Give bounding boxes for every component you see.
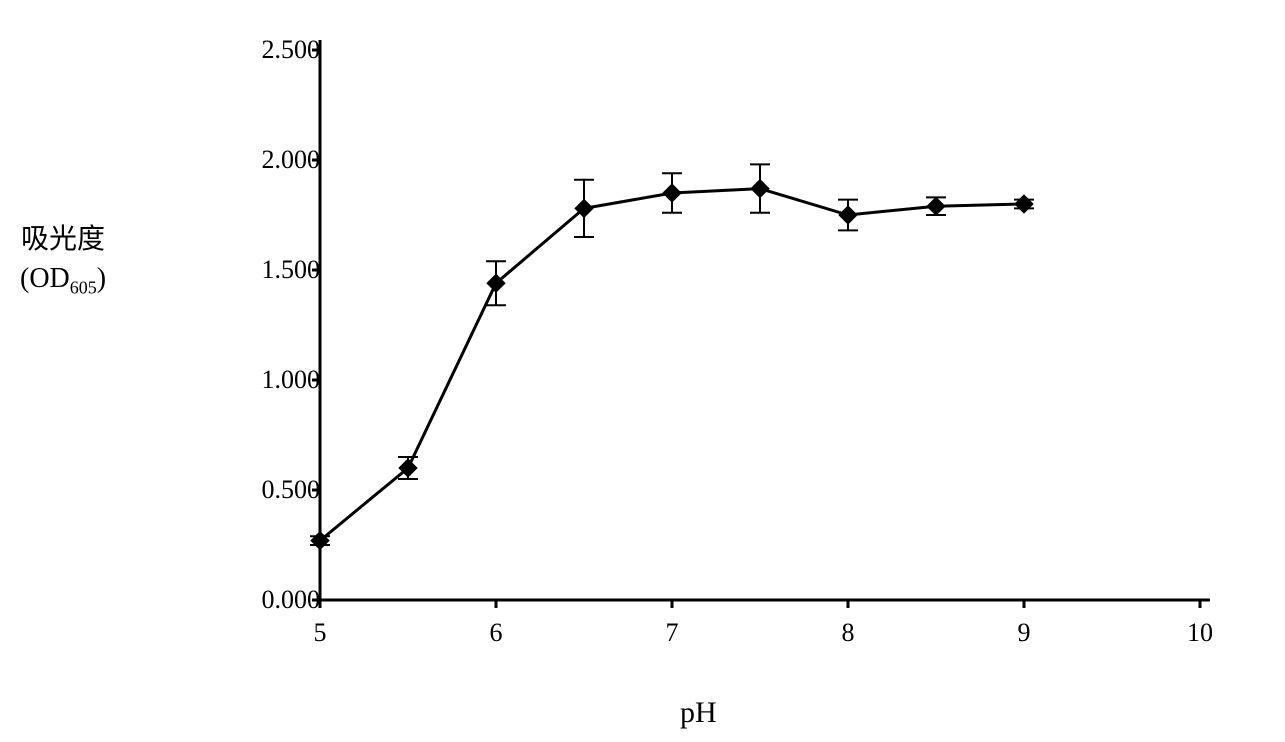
chart-container: 吸光度 (OD605) pH 0.000 0.500 1.000 1.500 2.000… [0, 20, 1285, 740]
y-axis-label-line2: (OD605) [20, 259, 106, 301]
chart-svg [280, 30, 1230, 650]
y-axis-label: 吸光度 (OD605) [20, 220, 106, 301]
x-tick-label: 8 [842, 618, 855, 648]
y-tick-label: 1.500 [262, 255, 321, 285]
x-axis-label: pH [680, 696, 717, 730]
y-tick-label: 2.000 [262, 145, 321, 175]
plot-area [280, 30, 1230, 650]
y-tick-label: 0.000 [262, 585, 321, 615]
x-tick-label: 7 [666, 618, 679, 648]
x-tick-label: 10 [1187, 618, 1213, 648]
x-tick-label: 9 [1018, 618, 1031, 648]
y-tick-label: 1.000 [262, 365, 321, 395]
y-tick-label: 0.500 [262, 475, 321, 505]
y-tick-label: 2.500 [262, 35, 321, 65]
x-tick-label: 6 [490, 618, 503, 648]
x-tick-label: 5 [314, 618, 327, 648]
y-axis-label-line1: 吸光度 [20, 220, 106, 259]
